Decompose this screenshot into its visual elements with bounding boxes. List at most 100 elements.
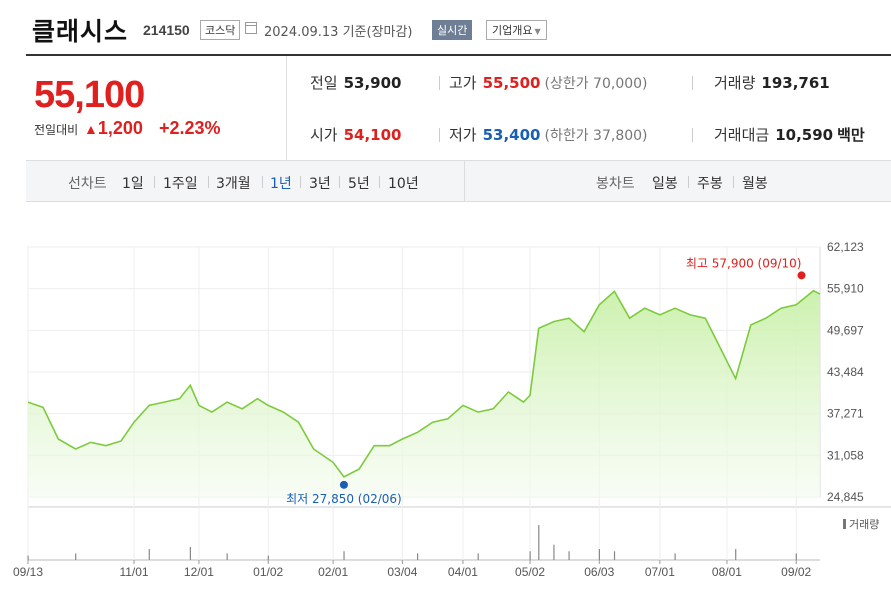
stat-value: 54,100 bbox=[343, 126, 402, 144]
stat-separator bbox=[692, 128, 693, 142]
tab-separator bbox=[733, 176, 734, 188]
y-tick-label: 49,697 bbox=[827, 323, 864, 337]
low-marker bbox=[339, 480, 348, 489]
x-tick-label: 02/01 bbox=[318, 565, 348, 579]
volume-bar bbox=[553, 544, 555, 560]
tab-separator bbox=[262, 176, 263, 188]
header-divider bbox=[26, 54, 891, 56]
high-annotation: 최고 57,900 (09/10) bbox=[686, 256, 802, 270]
volume-bar bbox=[148, 549, 150, 560]
company-overview-label: 기업개요 bbox=[492, 24, 533, 37]
tab-separator bbox=[208, 176, 209, 188]
volume-bar bbox=[477, 553, 479, 560]
tab-weekly[interactable]: 주봉 bbox=[697, 176, 723, 192]
calendar-icon bbox=[245, 22, 257, 34]
tab-1y[interactable]: 1년 bbox=[270, 176, 292, 192]
price-chart: 62,123 55,910 49,697 43,484 37,271 31,058 24,8… bbox=[13, 240, 891, 579]
change-percent: +2.23% bbox=[159, 118, 221, 138]
stat-high: 고가 55,500 (상한가 70,000) bbox=[449, 72, 648, 93]
x-tick-label: 08/01 bbox=[712, 565, 742, 579]
chart-tab-bar: 선차트 1일 1주일 3개월 1년 3년 5년 10년 봉차트 일봉 주봉 월봉 bbox=[26, 160, 891, 202]
volume-bar bbox=[598, 549, 600, 560]
tab-3m[interactable]: 3개월 bbox=[216, 176, 251, 192]
high-marker bbox=[797, 271, 806, 280]
stat-separator bbox=[439, 128, 440, 142]
tab-separator bbox=[688, 176, 689, 188]
stat-label: 저가 bbox=[449, 126, 477, 144]
price-line bbox=[27, 289, 821, 478]
current-price: 55,100 bbox=[34, 74, 145, 116]
stat-value: 10,590 bbox=[775, 126, 834, 144]
tab-divider bbox=[464, 161, 465, 201]
stat-label: 거래량 bbox=[714, 74, 756, 92]
tab-1w[interactable]: 1주일 bbox=[163, 176, 198, 192]
volume-bar bbox=[568, 551, 570, 560]
stat-separator bbox=[692, 76, 693, 90]
stat-label: 전일 bbox=[310, 74, 338, 92]
stock-header: 클래시스 214150 코스닥 2024.09.13 기준(장마감) 실시간 기… bbox=[0, 0, 891, 52]
volume-bar bbox=[226, 553, 228, 560]
realtime-button[interactable]: 실시간 bbox=[432, 20, 473, 40]
tab-3y[interactable]: 3년 bbox=[309, 176, 331, 192]
price-area bbox=[28, 290, 820, 497]
tab-monthly[interactable]: 월봉 bbox=[742, 176, 768, 192]
y-tick-label: 37,271 bbox=[827, 407, 864, 421]
volume-legend-label: 거래량 bbox=[849, 518, 880, 531]
change-amount: 1,200 bbox=[97, 118, 143, 138]
up-arrow-icon: ▲ bbox=[84, 121, 98, 137]
stat-prev-close: 전일 53,900 bbox=[310, 72, 402, 93]
volume-bar bbox=[795, 553, 797, 560]
y-tick-label: 55,910 bbox=[827, 282, 864, 296]
x-tick-label: 04/01 bbox=[448, 565, 478, 579]
x-tick-label: 06/03 bbox=[584, 565, 614, 579]
chevron-down-icon: ▼ bbox=[534, 27, 541, 36]
x-tick-label: 11/01 bbox=[119, 565, 148, 579]
y-tick-label: 43,484 bbox=[827, 365, 864, 379]
stat-turnover: 거래대금 10,590 백만 bbox=[714, 124, 865, 145]
tab-separator bbox=[154, 176, 155, 188]
stat-value: 53,400 bbox=[482, 126, 541, 144]
tab-5y[interactable]: 5년 bbox=[348, 176, 370, 192]
stats-grid: 전일 53,900 고가 55,500 (상한가 70,000) 거래량 193,761… bbox=[287, 56, 891, 160]
stat-unit: 백만 bbox=[837, 126, 865, 144]
y-tick-label: 24,845 bbox=[827, 490, 864, 504]
volume-bar bbox=[613, 551, 616, 560]
tab-separator bbox=[379, 176, 380, 188]
x-tick-label: 09/13 bbox=[13, 565, 43, 579]
x-tick-label: 05/02 bbox=[515, 565, 545, 579]
low-annotation: 최저 27,850 (02/06) bbox=[286, 492, 402, 506]
volume-bar bbox=[735, 549, 737, 560]
date-basis: 2024.09.13 기준(장마감) bbox=[264, 25, 413, 40]
volume-bar bbox=[267, 555, 269, 560]
x-tick-label: 12/01 bbox=[184, 565, 214, 579]
change-label: 전일대비 bbox=[34, 123, 79, 137]
volume-bar bbox=[75, 553, 77, 560]
volume-bar bbox=[189, 546, 191, 560]
x-tick-label: 09/02 bbox=[781, 565, 811, 579]
tab-separator bbox=[300, 176, 301, 188]
candle-chart-label: 봉차트 bbox=[596, 176, 635, 192]
x-tick-label: 03/04 bbox=[387, 565, 417, 579]
company-overview-dropdown[interactable]: 기업개요 ▼ bbox=[486, 20, 547, 40]
stat-value: 55,500 bbox=[482, 74, 541, 92]
stat-separator bbox=[439, 76, 440, 90]
stat-open: 시가 54,100 bbox=[310, 124, 402, 145]
volume-bar bbox=[417, 553, 419, 560]
stat-value: 193,761 bbox=[761, 74, 830, 92]
x-tick-label: 07/01 bbox=[645, 565, 675, 579]
stat-sub: (하한가 37,800) bbox=[544, 128, 648, 144]
y-tick-label: 31,058 bbox=[827, 448, 864, 462]
tab-10y[interactable]: 10년 bbox=[388, 176, 419, 192]
tab-daily[interactable]: 일봉 bbox=[652, 176, 678, 192]
stat-label: 거래대금 bbox=[714, 126, 770, 144]
stat-label: 시가 bbox=[310, 126, 338, 144]
stat-low: 저가 53,400 (하한가 37,800) bbox=[449, 124, 648, 145]
price-box: 55,100 전일대비 ▲1,200 +2.23% bbox=[26, 56, 287, 160]
tab-separator bbox=[339, 176, 340, 188]
volume-legend: 거래량 bbox=[843, 516, 879, 532]
y-tick-label: 62,123 bbox=[827, 240, 864, 254]
tab-1d[interactable]: 1일 bbox=[122, 176, 144, 192]
volume-bar bbox=[529, 551, 531, 560]
volume-bar bbox=[674, 553, 676, 560]
stock-code: 214150 bbox=[143, 22, 190, 38]
